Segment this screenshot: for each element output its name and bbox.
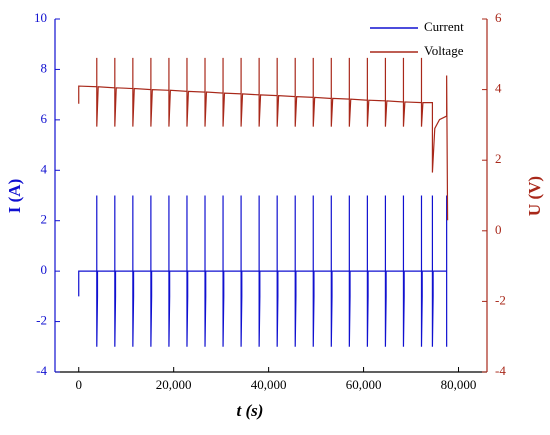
- y-tick-label: -4: [36, 363, 47, 378]
- x-tick-label: 20,000: [156, 377, 192, 392]
- y-axis-label: I (A): [5, 179, 24, 213]
- y2-tick-label: 6: [495, 10, 502, 25]
- y-tick-label: 10: [34, 10, 47, 25]
- y-tick-label: 6: [41, 111, 48, 126]
- series-line: [78, 195, 448, 347]
- x-tick-label: 60,000: [346, 377, 382, 392]
- series-line: [78, 57, 449, 221]
- y2-tick-label: 2: [495, 151, 502, 166]
- y2-tick-label: 4: [495, 81, 502, 96]
- y2-tick-label: -4: [495, 363, 506, 378]
- x-tick-label: 40,000: [251, 377, 287, 392]
- x-tick-label: 0: [75, 377, 82, 392]
- x-tick-label: 80,000: [441, 377, 477, 392]
- y-tick-label: -2: [36, 313, 47, 328]
- y-tick-label: 4: [41, 161, 48, 176]
- legend-label: Current: [424, 19, 464, 34]
- legend-label: Voltage: [424, 43, 464, 58]
- y-tick-label: 0: [41, 262, 48, 277]
- y2-axis-label: U (V): [525, 176, 544, 216]
- y2-tick-label: -2: [495, 292, 506, 307]
- y-tick-label: 8: [41, 60, 48, 75]
- x-axis-label: t (s): [237, 401, 264, 420]
- y-tick-label: 2: [41, 212, 48, 227]
- y2-tick-label: 0: [495, 222, 502, 237]
